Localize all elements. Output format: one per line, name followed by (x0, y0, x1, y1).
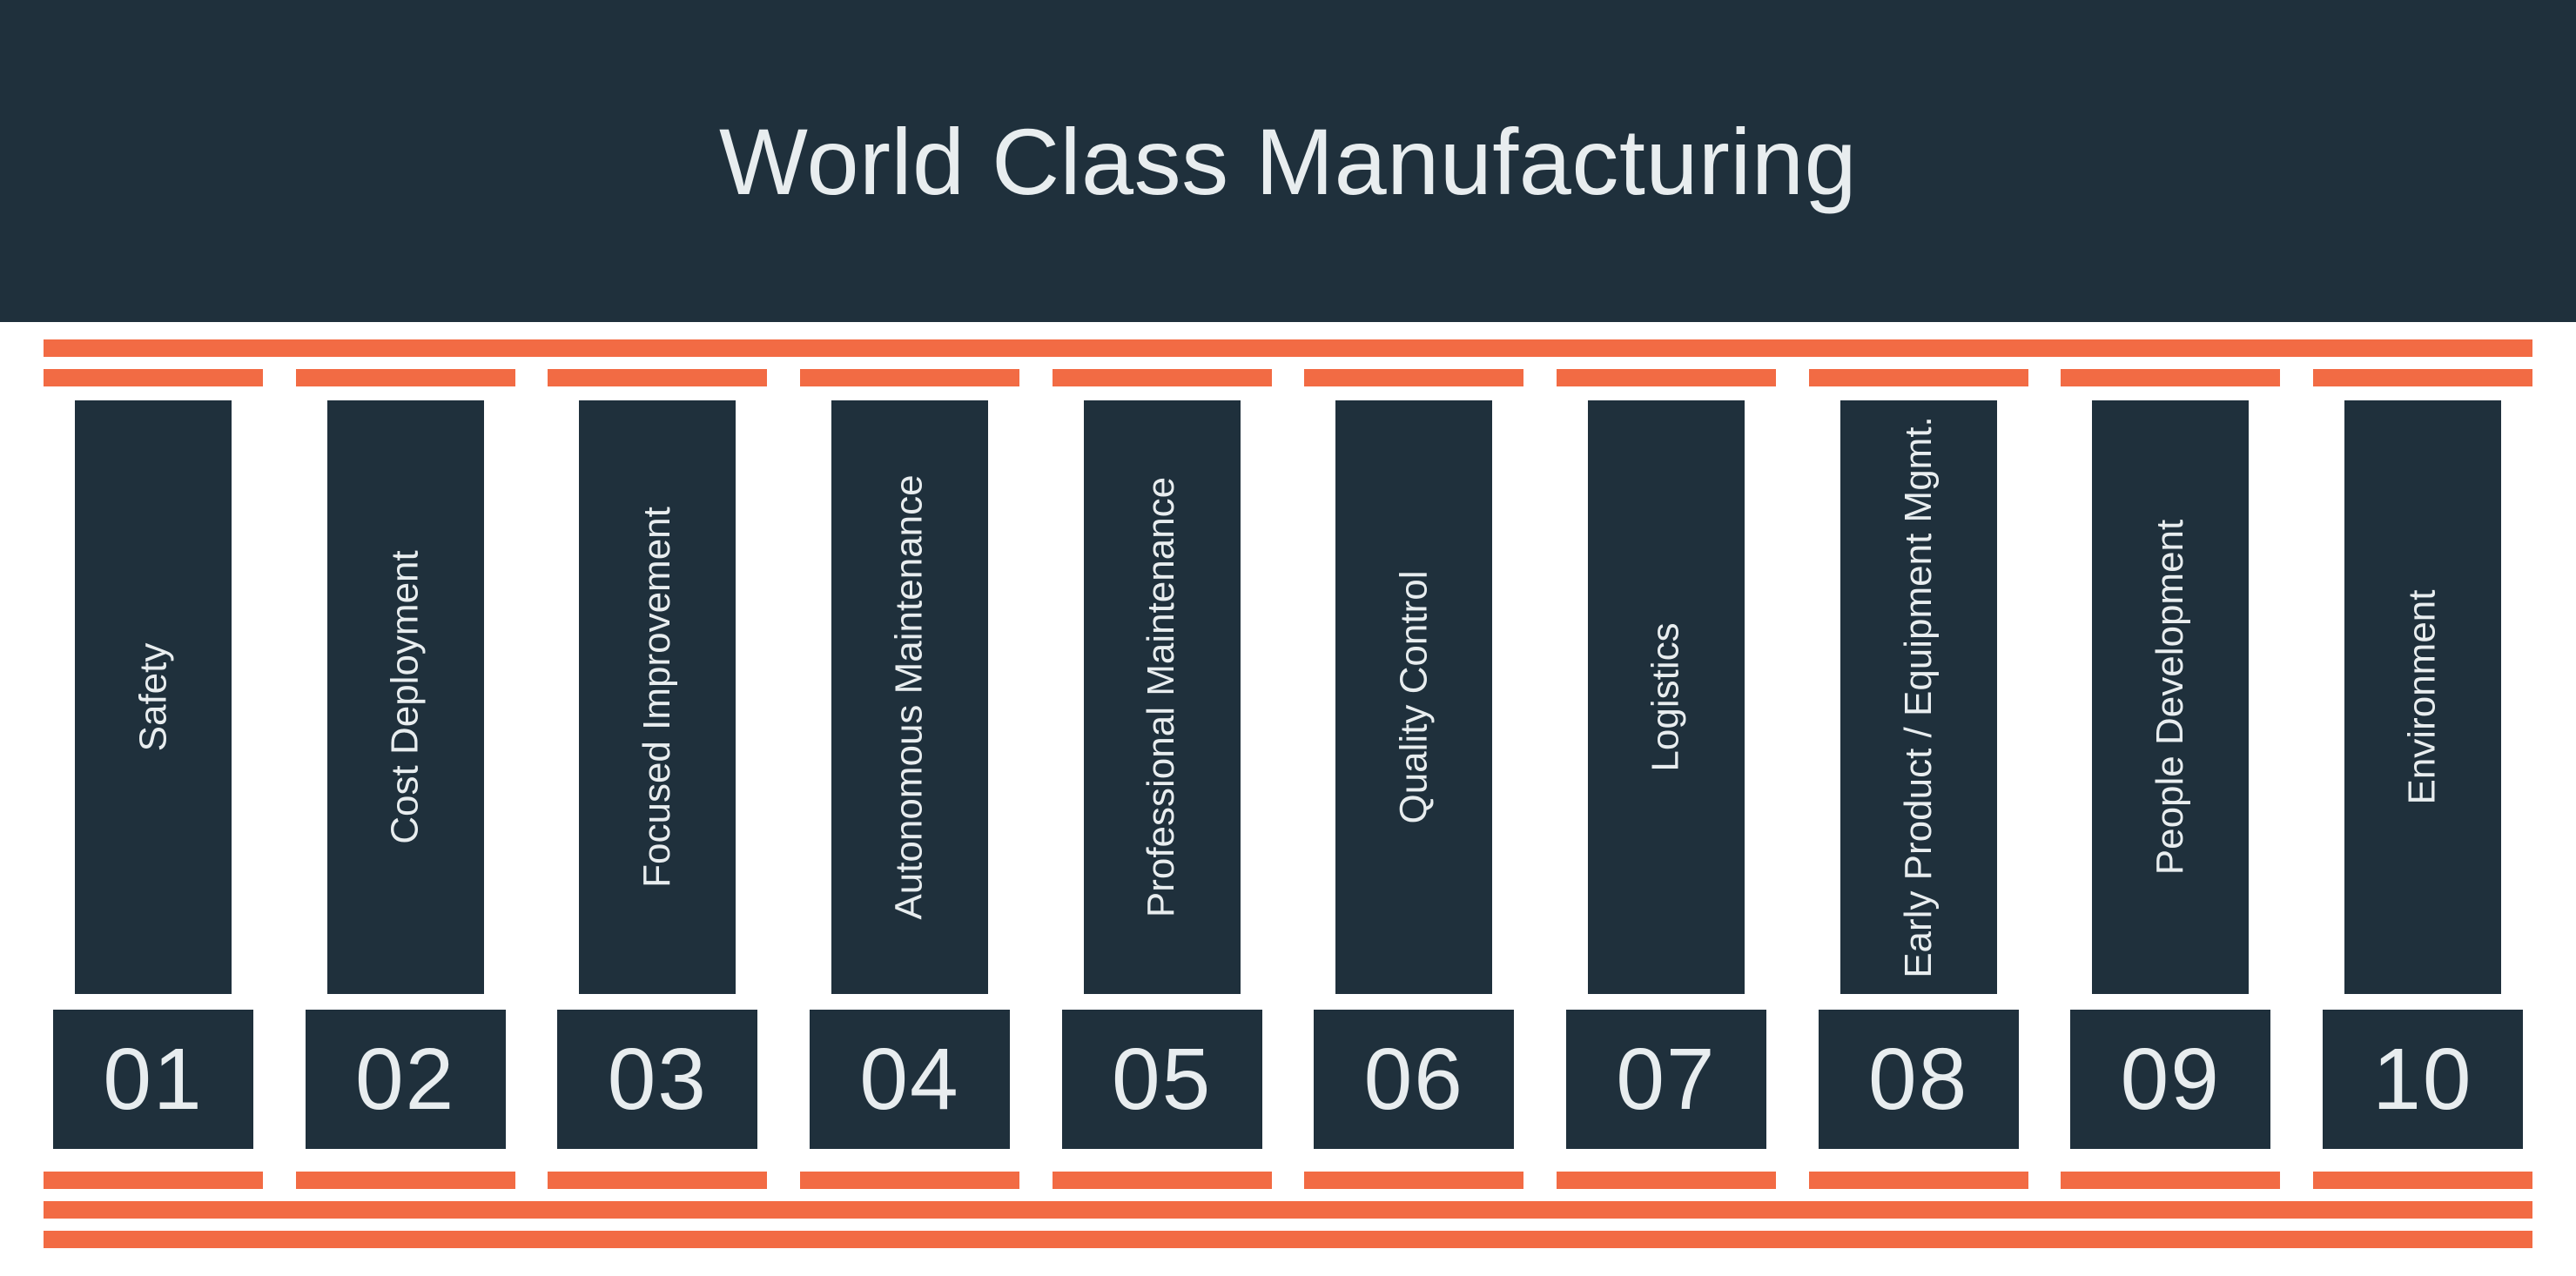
top-caps-row (44, 369, 2532, 386)
pillar-shaft: Logistics (1588, 400, 1745, 994)
pillar-cap (296, 1172, 515, 1189)
pillar-label: Professional Maintenance (1140, 477, 1184, 917)
pillar-cap (44, 369, 263, 386)
pillar-number: 01 (103, 1030, 203, 1130)
pillar: Early Product / Equipment Mgmt. 08 (1809, 400, 2028, 1149)
pillar-cap (2313, 369, 2532, 386)
pillar: Professional Maintenance 05 (1053, 400, 1272, 1149)
pillar: Focused Improvement 03 (548, 400, 767, 1149)
bottom-rule-1 (44, 1201, 2532, 1219)
pillar: Logistics 07 (1557, 400, 1776, 1149)
pillar-cap (1809, 1172, 2028, 1189)
pillar-label: Autonomous Maintenance (888, 474, 932, 919)
pillar: Safety 01 (44, 400, 263, 1149)
pillar-cap (548, 1172, 767, 1189)
page-title: World Class Manufacturing (719, 107, 1857, 216)
pillar-cap (1053, 1172, 1272, 1189)
pillar-number: 09 (2121, 1030, 2221, 1130)
pillar-shaft: Safety (75, 400, 232, 994)
pillar-cap (1557, 369, 1776, 386)
pillar-base: 07 (1566, 1010, 1766, 1149)
pillar: People Development 09 (2061, 400, 2280, 1149)
pillar-base: 01 (53, 1010, 253, 1149)
pillar-cap (1557, 1172, 1776, 1189)
pillar-shaft: Focused Improvement (579, 400, 736, 994)
pillar-cap (1304, 369, 1523, 386)
pillar-cap (800, 369, 1019, 386)
pillar-base: 08 (1819, 1010, 2019, 1149)
pillar-base: 03 (557, 1010, 757, 1149)
pillar-cap (2061, 1172, 2280, 1189)
pillar: Cost Deployment 02 (296, 400, 515, 1149)
pillar-number: 03 (608, 1030, 708, 1130)
pillar-label: Quality Control (1392, 570, 1436, 823)
pillar-shaft: Professional Maintenance (1084, 400, 1241, 994)
pillar-number: 04 (859, 1030, 959, 1130)
pillar-number: 07 (1616, 1030, 1716, 1130)
pillar-cap (2313, 1172, 2532, 1189)
pillar-base: 09 (2070, 1010, 2270, 1149)
pillar-cap (1053, 369, 1272, 386)
pillar-shaft: People Development (2092, 400, 2249, 994)
wcm-infographic: World Class Manufacturing Safety 01 Cost D… (0, 0, 2576, 1276)
bottom-rule-2 (44, 1231, 2532, 1248)
pillar-label: Logistics (1644, 622, 1688, 771)
pillar-base: 04 (810, 1010, 1010, 1149)
pillar-number: 06 (1364, 1030, 1464, 1130)
pillar-cap (548, 369, 767, 386)
pillar-cap (2061, 369, 2280, 386)
pillar-label: Safety (131, 643, 175, 752)
pillar-cap (44, 1172, 263, 1189)
pillar: Environment 10 (2313, 400, 2532, 1149)
pillar-label: Focused Improvement (636, 507, 679, 888)
pillar-number: 02 (355, 1030, 455, 1130)
header-bar: World Class Manufacturing (0, 0, 2576, 322)
bottom-caps-row (44, 1172, 2532, 1189)
pillar-cap (800, 1172, 1019, 1189)
pillar-label: Early Product / Equipment Mgmt. (1897, 416, 1940, 978)
pillar-label: People Development (2149, 520, 2192, 875)
pillar-shaft: Quality Control (1335, 400, 1492, 994)
pillar-shaft: Autonomous Maintenance (831, 400, 988, 994)
pillar-cap (1304, 1172, 1523, 1189)
pillars-row: Safety 01 Cost Deployment 02 Focused Improve… (44, 400, 2532, 1149)
pillar-cap (296, 369, 515, 386)
top-rule (44, 339, 2532, 357)
pillar-base: 10 (2323, 1010, 2523, 1149)
pillar-number: 10 (2372, 1030, 2472, 1130)
pillar-base: 06 (1314, 1010, 1514, 1149)
pillar-number: 05 (1112, 1030, 1212, 1130)
pillar-shaft: Environment (2344, 400, 2501, 994)
pillar-number: 08 (1868, 1030, 1968, 1130)
pillar-base: 02 (306, 1010, 506, 1149)
pillar-cap (1809, 369, 2028, 386)
pillar-base: 05 (1062, 1010, 1262, 1149)
pillar-shaft: Cost Deployment (327, 400, 484, 994)
pillar-label: Cost Deployment (384, 550, 427, 843)
pillar: Quality Control 06 (1304, 400, 1523, 1149)
pillar: Autonomous Maintenance 04 (800, 400, 1019, 1149)
pillar-shaft: Early Product / Equipment Mgmt. (1840, 400, 1997, 994)
pillar-label: Environment (2401, 589, 2445, 804)
